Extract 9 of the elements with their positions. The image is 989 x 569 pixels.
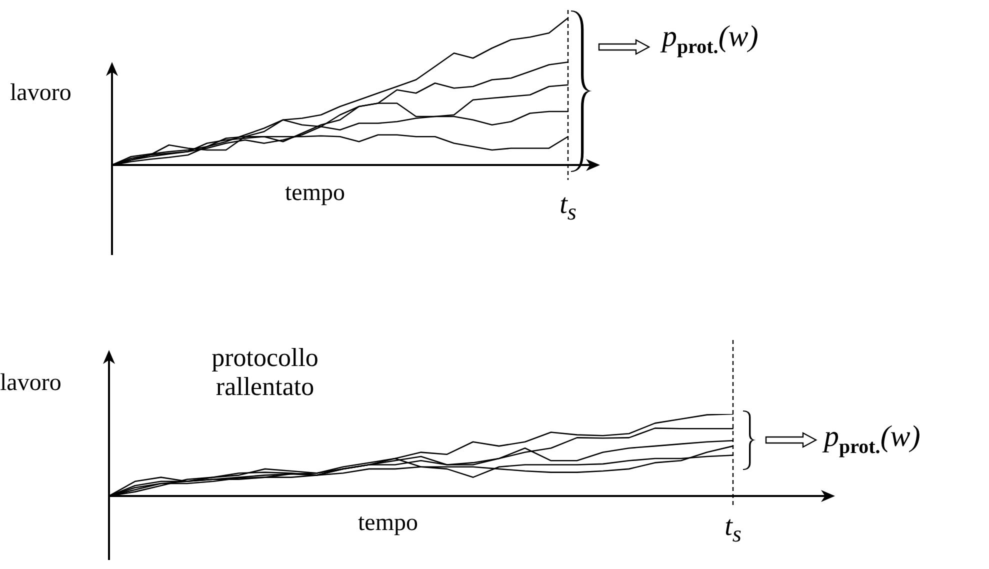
- text: protocollo rallentato: [210, 343, 320, 402]
- text: p$_{prot.}$(w): [824, 420, 920, 458]
- x-axis-title: tempo: [285, 180, 345, 206]
- text: t$_{s}$: [560, 189, 576, 226]
- text: t$_{s}$: [724, 511, 742, 548]
- y-axis-title: lavoro: [0, 370, 62, 396]
- y-axis-title: lavoro: [10, 80, 72, 106]
- text: p$_{prot.}$(w): [662, 20, 758, 58]
- x-axis-title: tempo: [358, 510, 418, 536]
